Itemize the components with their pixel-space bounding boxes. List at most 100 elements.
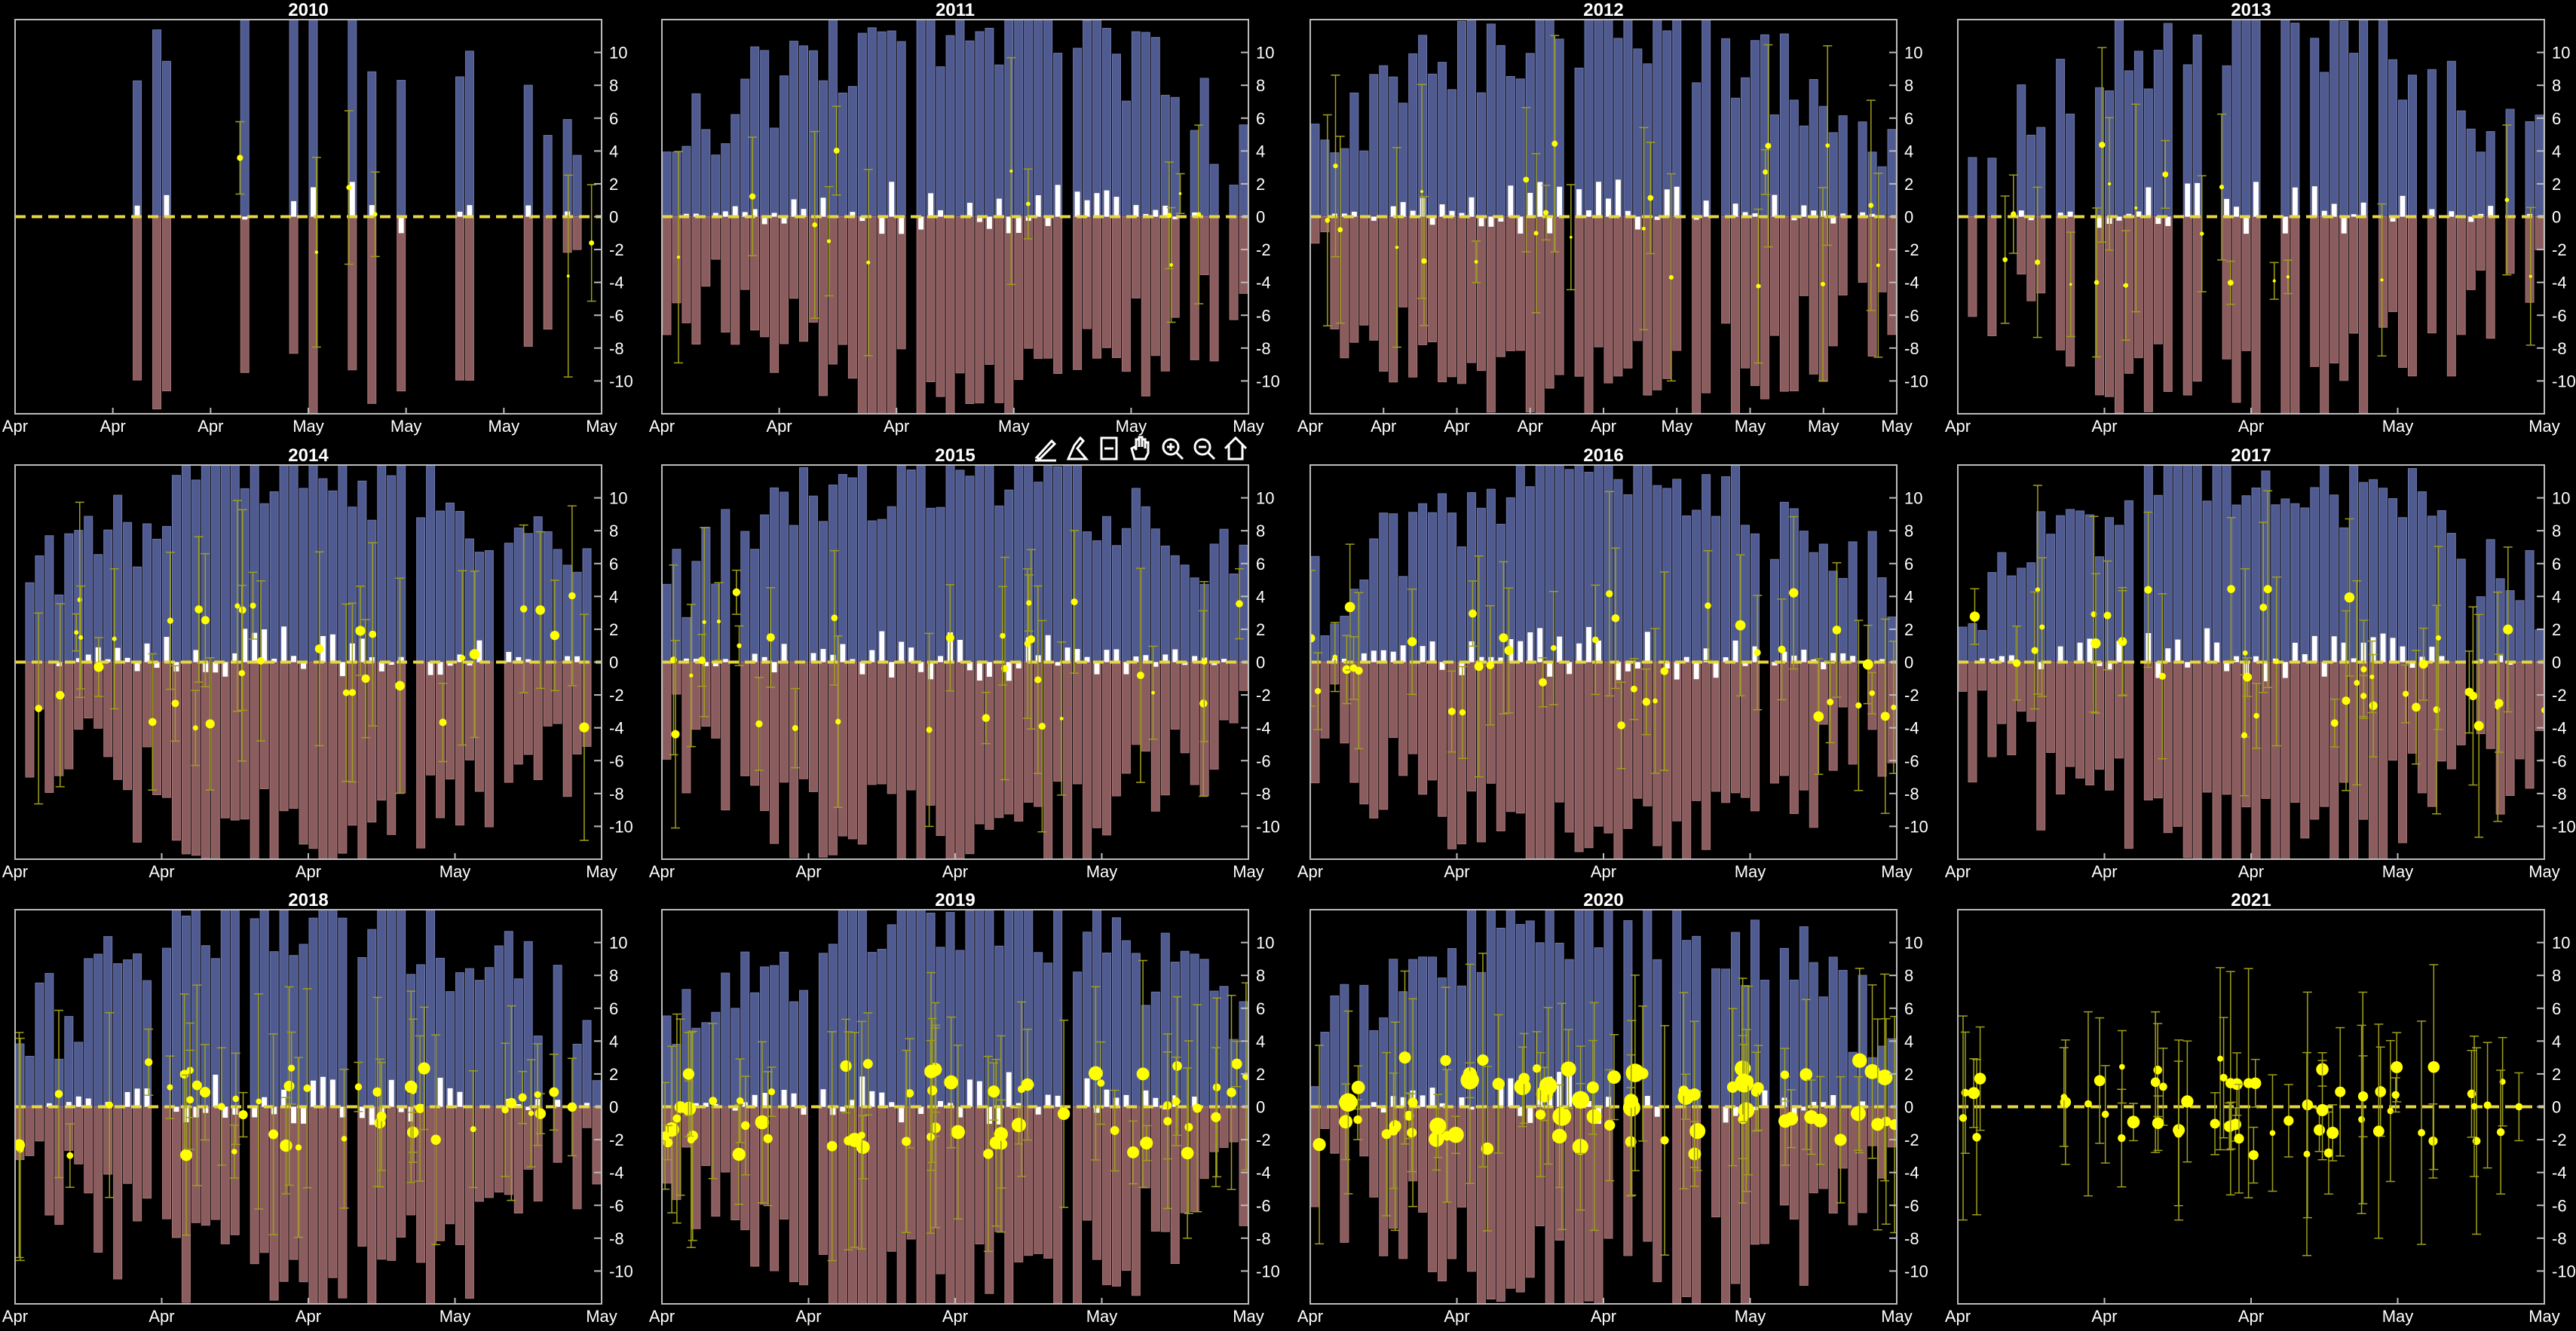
bar-net xyxy=(311,1081,316,1107)
y-tick-label: -2 xyxy=(2552,240,2567,259)
bar-upper xyxy=(721,144,730,217)
y-tick-label: 4 xyxy=(1904,587,1913,606)
x-tick-label: Apr xyxy=(942,862,968,881)
bar-upper xyxy=(1093,540,1101,662)
bar-lower xyxy=(712,662,720,739)
bar-lower xyxy=(211,662,219,860)
bar-upper xyxy=(1458,547,1466,662)
y-tick-label: -2 xyxy=(1904,686,1919,705)
data-point xyxy=(535,1108,546,1118)
bar-upper xyxy=(985,910,994,1107)
bar-upper xyxy=(848,910,856,1107)
bar-net xyxy=(2342,217,2347,234)
data-point xyxy=(1827,699,1833,705)
data-point xyxy=(1236,600,1243,607)
data-point xyxy=(2159,673,2166,680)
bar-upper xyxy=(1545,465,1554,662)
bar-upper xyxy=(800,46,808,217)
bar-upper xyxy=(1732,98,1740,216)
data-point xyxy=(1552,1129,1567,1144)
data-point xyxy=(1754,649,1761,656)
data-point xyxy=(1407,1128,1417,1137)
bar-upper xyxy=(1161,95,1169,216)
brush-data-icon[interactable] xyxy=(1031,434,1060,463)
bar-net xyxy=(2283,662,2288,678)
bar-net xyxy=(889,1102,894,1106)
x-tick-label: May xyxy=(2382,1307,2414,1326)
zoom-out-icon[interactable] xyxy=(1190,434,1218,463)
bar-net xyxy=(1586,627,1591,662)
x-tick-label: Apr xyxy=(296,862,321,881)
bar-upper xyxy=(897,465,905,662)
bar-net xyxy=(792,199,797,216)
bar-lower xyxy=(1370,217,1378,341)
bar-lower xyxy=(75,662,83,730)
bar-net xyxy=(340,662,345,677)
data-point xyxy=(2039,624,2045,629)
bar-lower xyxy=(1122,217,1130,372)
y-tick-label: 0 xyxy=(1256,1098,1265,1117)
bar-lower xyxy=(936,662,945,836)
bar-lower xyxy=(663,662,671,760)
bar-lower xyxy=(1331,217,1339,329)
bar-upper xyxy=(338,465,347,662)
data-point xyxy=(1959,1114,1967,1121)
bar-net xyxy=(193,650,198,662)
x-tick-label: Apr xyxy=(795,1307,821,1326)
bar-upper xyxy=(927,508,935,662)
data-point xyxy=(1968,1087,1980,1099)
bar-lower xyxy=(2525,662,2534,788)
data-point xyxy=(2153,1066,2161,1074)
data-point xyxy=(167,1085,173,1091)
bar-net xyxy=(987,217,992,229)
bar-lower xyxy=(485,1107,493,1198)
bar-lower xyxy=(2427,217,2436,333)
restore-view-icon[interactable] xyxy=(1095,434,1123,463)
bar-upper xyxy=(1151,992,1159,1106)
home-icon[interactable] xyxy=(1221,434,1250,463)
bar-lower xyxy=(1770,662,1778,783)
bar-lower xyxy=(2066,662,2075,767)
bar-upper xyxy=(2311,488,2319,662)
bar-lower xyxy=(2389,217,2397,312)
y-tick-label: 4 xyxy=(1256,1032,1265,1051)
bar-lower xyxy=(1683,662,1691,860)
zoom-in-icon[interactable] xyxy=(1158,434,1187,463)
y-tick-label: 6 xyxy=(1904,555,1913,574)
bar-lower xyxy=(1054,662,1062,782)
x-tick-label: May xyxy=(2529,1307,2560,1326)
x-tick-label: Apr xyxy=(1591,862,1616,881)
bar-upper xyxy=(465,539,473,662)
bar-lower xyxy=(2154,662,2162,798)
bar-lower xyxy=(2047,662,2055,753)
bar-net xyxy=(1046,1095,1051,1107)
data-point xyxy=(927,1085,937,1095)
bar-lower xyxy=(1575,217,1583,377)
data-point xyxy=(827,239,831,243)
x-tick-label: Apr xyxy=(2091,862,2117,881)
bar-upper xyxy=(936,507,945,662)
data-point xyxy=(362,675,370,683)
data-tips-icon[interactable] xyxy=(1063,434,1092,463)
bar-net xyxy=(1133,205,1138,216)
bar-lower xyxy=(1643,662,1652,806)
data-point xyxy=(534,1091,541,1098)
bar-lower xyxy=(1477,1107,1485,1305)
bar-net xyxy=(2244,217,2249,234)
bar-upper xyxy=(1487,24,1495,217)
y-tick-label: -2 xyxy=(2552,1131,2567,1149)
data-point xyxy=(2317,1104,2329,1116)
bar-lower xyxy=(1380,217,1388,372)
data-point xyxy=(2270,1130,2276,1136)
x-tick-label: May xyxy=(1881,862,1913,881)
data-point xyxy=(2084,1100,2092,1108)
x-tick-label: Apr xyxy=(942,1307,968,1326)
bar-lower xyxy=(260,1107,268,1253)
bar-upper xyxy=(2486,540,2495,662)
bar-lower xyxy=(2027,217,2035,301)
bar-lower xyxy=(848,662,856,839)
data-point xyxy=(1825,143,1830,148)
y-tick-label: 6 xyxy=(2552,999,2561,1018)
bar-net xyxy=(1537,182,1542,216)
pan-hand-icon[interactable] xyxy=(1126,434,1155,463)
